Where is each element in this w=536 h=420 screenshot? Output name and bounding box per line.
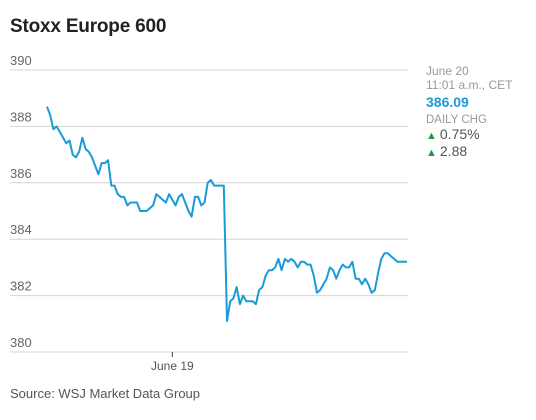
daily-change-percent: 0.75% [439,126,480,142]
daily-change-percent-row: ▲ 0.75% [426,127,532,144]
series-line [46,106,407,322]
y-axis-ticks: 390 388 386 384 382 380 [10,53,32,350]
series-layer [46,106,407,322]
x-tick-label: June 19 [151,359,194,373]
y-tick-label: 382 [10,279,32,294]
up-arrow-icon: ▲ [426,130,437,142]
quote-price: 386.09 [426,94,469,110]
y-tick-label: 386 [10,166,32,181]
y-tick-label: 388 [10,109,32,124]
quote-time: 11:01 a.m., CET [426,78,513,92]
grid-lines [10,69,408,353]
daily-change-label: DAILY CHG [426,114,487,126]
y-tick-label: 390 [10,53,32,68]
quote-date: June 20 [426,64,469,78]
x-axis-ticks: June 19 [151,352,194,373]
y-tick-label: 380 [10,335,32,350]
source-note: Source: WSJ Market Data Group [10,386,201,401]
daily-change-absolute: 2.88 [439,143,468,159]
quote-panel: June 20 11:01 a.m., CET 386.09 DAILY CHG… [426,64,532,161]
y-tick-label: 384 [10,222,32,237]
daily-change-absolute-row: ▲ 2.88 [426,144,532,161]
chart-title: Stoxx Europe 600 [10,16,167,37]
up-arrow-icon: ▲ [426,147,437,159]
